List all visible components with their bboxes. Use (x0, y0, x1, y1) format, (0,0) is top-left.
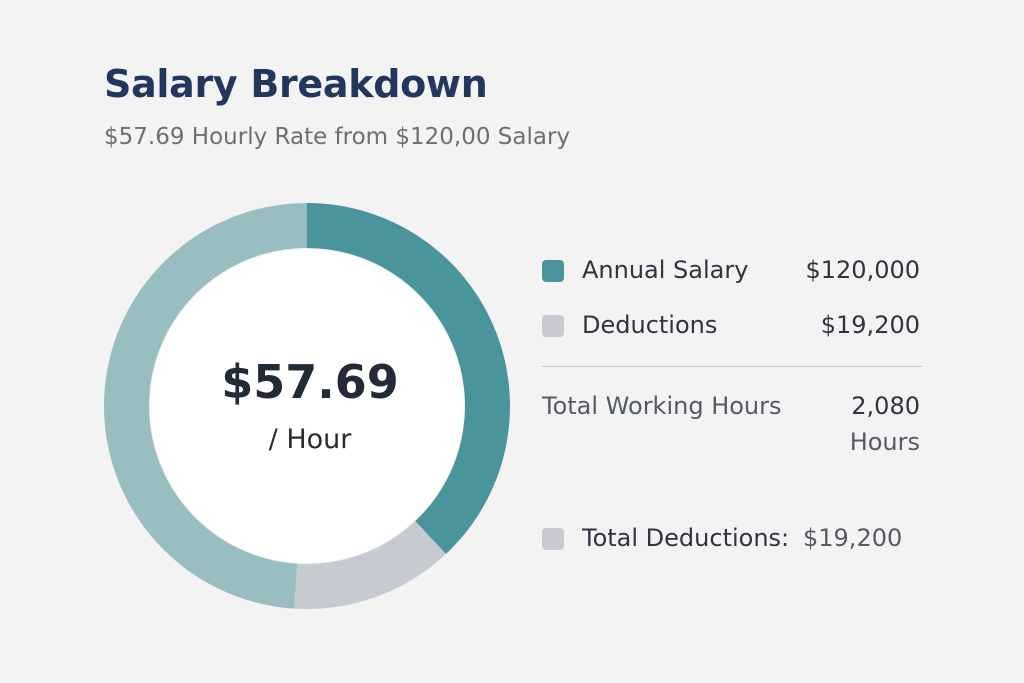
donut-chart (104, 203, 510, 609)
donut-slice-0 (307, 203, 510, 554)
hourly-rate-unit: / Hour (268, 424, 352, 455)
annual-salary-value: $120,000 (805, 256, 920, 284)
page-subtitle: $57.69 Hourly Rate from $120,00 Salary (104, 124, 571, 150)
donut-hole (150, 249, 464, 563)
total-deductions-swatch (542, 528, 564, 550)
working-hours-value: 2,080 (851, 392, 920, 420)
total-deductions-label: Total Deductions: (582, 524, 790, 552)
page-title: Salary Breakdown (104, 62, 488, 106)
total-deductions-value: $19,200 (803, 524, 903, 552)
deductions-swatch (542, 315, 564, 337)
working-hours-label: Total Working Hours (542, 392, 782, 420)
hourly-rate-value: $57.69 (221, 355, 399, 409)
deductions-value: $19,200 (820, 311, 920, 339)
working-hours-unit: Hours (849, 428, 920, 456)
legend-divider (542, 366, 922, 367)
annual-salary-swatch (542, 260, 564, 282)
donut-slice-2 (104, 203, 307, 609)
annual-salary-label: Annual Salary (582, 256, 749, 284)
deductions-label: Deductions (582, 311, 718, 339)
donut-slice-1 (294, 521, 446, 609)
